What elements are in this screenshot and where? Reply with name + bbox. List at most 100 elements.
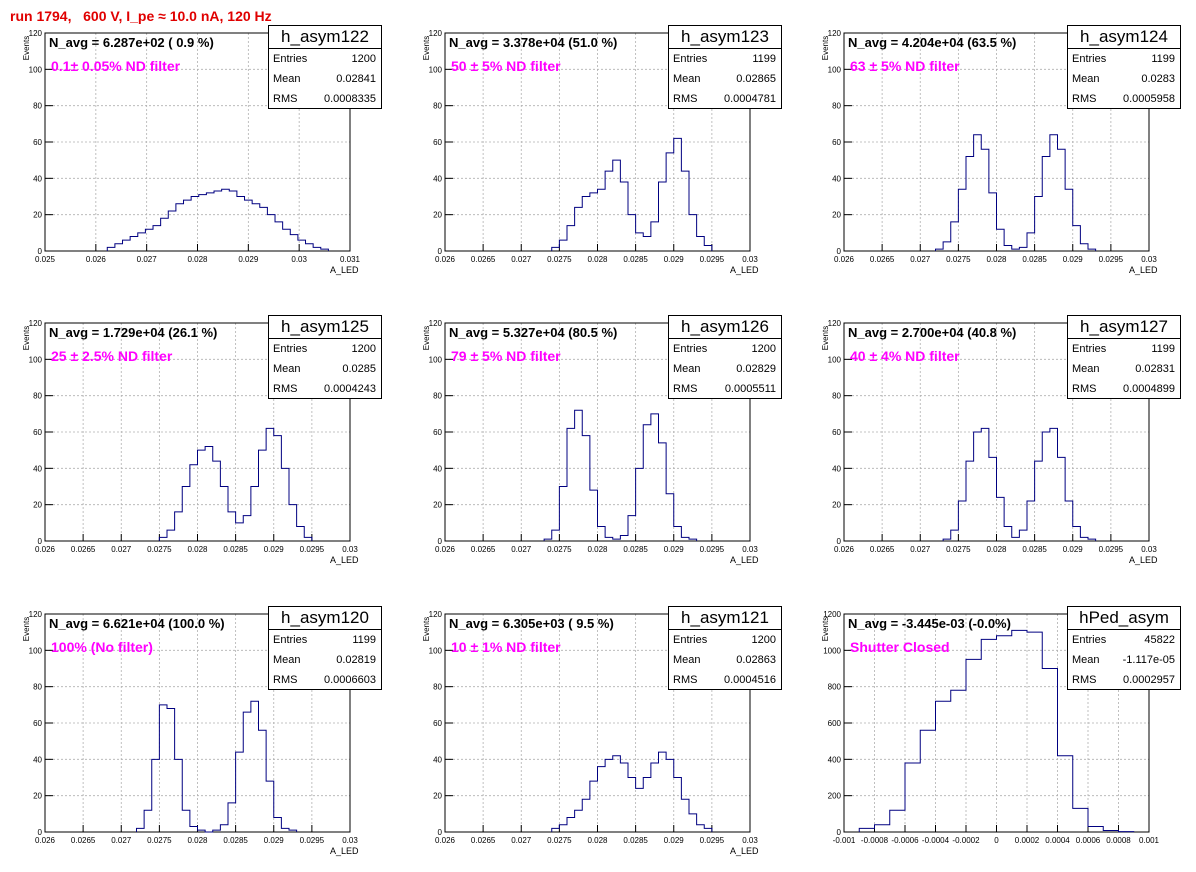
- stats-label-mean: Mean: [273, 73, 301, 85]
- histogram-bin: [1004, 246, 1012, 251]
- y-tick-label: 60: [33, 428, 42, 437]
- stats-value-rms: 0.0005958: [1123, 93, 1175, 105]
- x-tick-label: 0.0295: [1099, 545, 1124, 554]
- stats-value-mean: -1.117e-05: [1122, 654, 1175, 666]
- histogram-bin: [890, 810, 905, 832]
- stats-value-mean: 0.0285: [342, 363, 376, 375]
- stats-value-rms: 0.0004516: [724, 674, 776, 686]
- stats-value-mean: 0.02831: [1135, 363, 1175, 375]
- histogram-bin: [245, 200, 253, 251]
- y-tick-label: 80: [433, 392, 442, 401]
- stats-value-entries: 1199: [352, 634, 376, 646]
- histogram-bin: [997, 229, 1005, 251]
- stats-value-entries: 45822: [1144, 634, 1175, 646]
- histogram-outline: [551, 751, 713, 832]
- stats-row-rms: RMS 0.0004516: [669, 670, 781, 690]
- y-tick-label: 0: [837, 247, 842, 256]
- histogram-bin: [152, 759, 160, 832]
- stats-value-entries: 1199: [1151, 53, 1175, 65]
- panel-title: N_avg = 6.305e+03 ( 9.5 %): [449, 616, 614, 631]
- stats-value-mean: 0.02865: [736, 73, 776, 85]
- histogram-bin: [237, 197, 245, 252]
- stats-row-mean: Mean 0.02863: [669, 650, 781, 670]
- x-tick-label: 0.026: [86, 255, 107, 264]
- y-tick-label: 20: [33, 501, 42, 510]
- histogram-bin: [628, 778, 636, 833]
- x-tick-label: 0.0265: [471, 255, 496, 264]
- x-tick-label: 0.027: [511, 545, 532, 554]
- histogram-bin: [636, 788, 644, 832]
- x-tick-label: 0.03: [742, 836, 758, 845]
- histogram-bin: [1073, 226, 1081, 251]
- stats-value-mean: 0.02863: [736, 654, 776, 666]
- x-tick-label: -0.0006: [891, 836, 919, 845]
- histogram-bin: [704, 246, 712, 251]
- histogram-bin: [552, 828, 560, 832]
- stats-value-entries: 1199: [752, 53, 776, 65]
- stats-row-rms: RMS 0.0002957: [1068, 670, 1180, 690]
- histogram-bin: [144, 810, 152, 832]
- histogram-bin: [552, 247, 560, 251]
- stats-label-mean: Mean: [1072, 73, 1100, 85]
- histogram-bin: [659, 443, 667, 541]
- histogram-bin: [214, 191, 222, 251]
- histogram-bin: [590, 193, 598, 251]
- histogram-bin: [297, 526, 305, 541]
- x-tick-label: 0: [994, 836, 999, 845]
- x-tick-label: 0.0265: [471, 545, 496, 554]
- histogram-plot: 0 20 40 60 80 100 120 0.026 0.0265 0.027 0.0275 0.0…: [422, 319, 759, 565]
- x-tick-label: 0.025: [35, 255, 56, 264]
- x-tick-label: 0.0002: [1015, 836, 1040, 845]
- stats-row-entries: Entries 1199: [1068, 339, 1180, 359]
- stats-box: h_asym125 Entries 1200 Mean 0.0285 RMS 0.00042…: [268, 315, 382, 399]
- histogram-bin: [267, 215, 275, 251]
- stats-box: h_asym122 Entries 1200 Mean 0.02841 RMS 0.0008…: [268, 25, 382, 109]
- histogram-bin: [674, 778, 682, 833]
- histogram-plot: 0 20 40 60 80 100 120 0.026 0.0265 0.027 0.0275 0.0…: [422, 610, 759, 856]
- histogram-bin: [605, 171, 613, 251]
- x-tick-label: 0.027: [910, 255, 931, 264]
- x-tick-label: 0.0285: [623, 836, 648, 845]
- histogram-bin: [1073, 526, 1081, 541]
- stats-label-rms: RMS: [273, 674, 298, 686]
- histogram-bin: [313, 247, 321, 251]
- x-tick-label: 0.029: [1063, 255, 1084, 264]
- stats-row-entries: Entries 1200: [669, 339, 781, 359]
- histogram-panel-hPed_asym: 0 200 400 600 800 1000 1200 -0.001 -0.0008 -0.000…: [799, 581, 1189, 856]
- histogram-bin: [259, 730, 267, 832]
- x-tick-label: 0.03: [1141, 255, 1157, 264]
- stats-label-rms: RMS: [673, 383, 698, 395]
- x-tick-label: 0.027: [511, 836, 532, 845]
- y-tick-label: 60: [433, 428, 442, 437]
- histogram-bin: [659, 752, 667, 832]
- y-tick-label: 0: [38, 247, 43, 256]
- y-tick-label: 120: [429, 610, 443, 619]
- stats-row-rms: RMS 0.0004243: [269, 379, 381, 399]
- stats-row-entries: Entries 1199: [1068, 49, 1180, 69]
- histogram-bin: [1065, 501, 1073, 541]
- histogram-bin: [544, 539, 552, 541]
- panel-title: N_avg = 6.621e+04 (100.0 %): [49, 616, 225, 631]
- histogram-bin: [659, 182, 667, 251]
- stats-row-rms: RMS 0.0004899: [1068, 379, 1180, 399]
- y-tick-label: 120: [828, 319, 842, 328]
- y-tick-label: 120: [429, 29, 443, 38]
- histogram-bin: [283, 229, 291, 251]
- histogram-bin: [290, 235, 298, 251]
- histogram-bin: [252, 204, 260, 251]
- histogram-bin: [190, 465, 198, 541]
- histogram-bin: [674, 526, 682, 541]
- y-tick-label: 200: [828, 792, 842, 801]
- histogram-panel-h_asym122: 0 20 40 60 80 100 120 0.025 0.026 0.027 0.028 0.029…: [0, 0, 390, 275]
- histogram-bin: [205, 447, 213, 541]
- histogram-bin: [228, 803, 236, 832]
- histogram-bin: [643, 236, 651, 251]
- y-tick-label: 60: [832, 428, 841, 437]
- x-tick-label: -0.0008: [861, 836, 889, 845]
- x-tick-label: 0.0265: [870, 255, 895, 264]
- filter-annotation: 10 ± 1% ND filter: [451, 639, 561, 655]
- histogram-bin: [613, 539, 621, 541]
- histogram-panel-h_asym127: 0 20 40 60 80 100 120 0.026 0.0265 0.027 0.0275 0.0…: [799, 290, 1189, 565]
- y-tick-label: 120: [429, 319, 443, 328]
- histogram-bin: [298, 240, 306, 251]
